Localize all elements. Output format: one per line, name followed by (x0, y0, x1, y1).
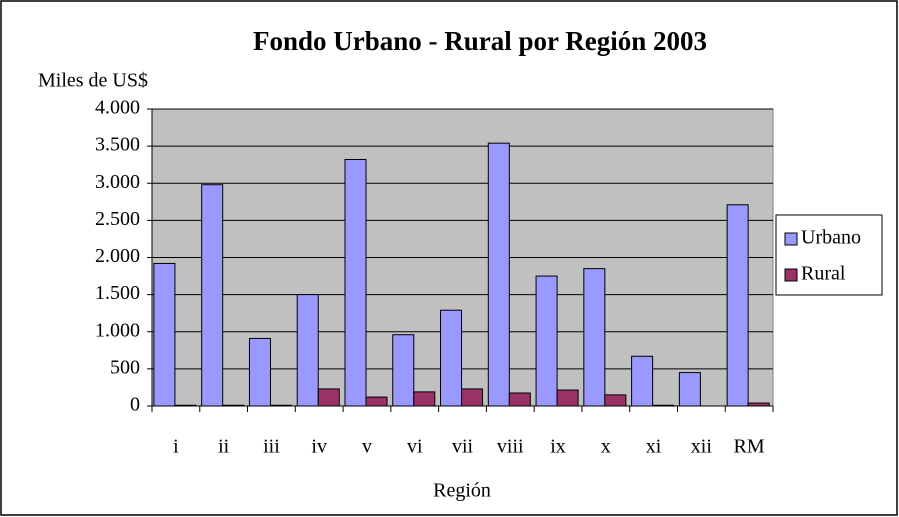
bar (344, 158, 367, 407)
legend-label: Rural (801, 263, 846, 285)
x-tick-label: iv (311, 436, 327, 458)
bar (413, 391, 436, 407)
bar (461, 388, 484, 407)
y-tick-label: 500 (110, 356, 140, 378)
legend-swatch (784, 232, 798, 246)
y-tick-label: 2.500 (95, 208, 140, 230)
bar (296, 294, 319, 407)
x-tick-label: v (362, 436, 372, 458)
bar (392, 334, 415, 407)
x-tick-label: iii (263, 436, 280, 458)
bar (631, 355, 654, 407)
x-tick-label: xii (691, 436, 713, 458)
bar (556, 389, 579, 407)
bar (535, 275, 558, 407)
bar (440, 309, 463, 407)
x-tick-label: xi (646, 436, 662, 458)
y-tick-label: 4.000 (95, 97, 140, 119)
y-axis-label: Miles de US$ (38, 70, 148, 92)
y-tick-label: 3.500 (95, 134, 140, 156)
x-axis-label: Región (433, 480, 491, 502)
x-tick-label: vii (452, 436, 474, 458)
x-tick-label: ii (218, 436, 230, 458)
y-tick-label: 3.000 (95, 171, 140, 193)
x-tick-label: ix (550, 436, 566, 458)
bar (201, 184, 224, 407)
legend-box (775, 214, 883, 296)
bar (153, 262, 176, 407)
bar (365, 396, 388, 407)
bar (604, 394, 627, 407)
bar (583, 268, 606, 407)
bar (487, 142, 510, 407)
y-tick-label: 2.000 (95, 245, 140, 267)
x-tick-label: viii (497, 436, 524, 458)
x-tick-label: RM (734, 436, 765, 458)
legend-swatch (784, 268, 798, 282)
y-tick-label: 1.500 (95, 282, 140, 304)
legend-label: Urbano (801, 227, 861, 249)
y-tick-label: 0 (130, 394, 140, 416)
bar (317, 388, 340, 407)
chart-title: Fondo Urbano - Rural por Región 2003 (253, 26, 707, 56)
bar (678, 372, 701, 407)
bar (248, 337, 271, 407)
bar (726, 204, 749, 407)
x-tick-label: i (173, 436, 179, 458)
x-tick-label: vi (407, 436, 423, 458)
y-tick-label: 1.000 (95, 319, 140, 341)
bar (508, 392, 531, 407)
x-tick-label: x (601, 436, 611, 458)
